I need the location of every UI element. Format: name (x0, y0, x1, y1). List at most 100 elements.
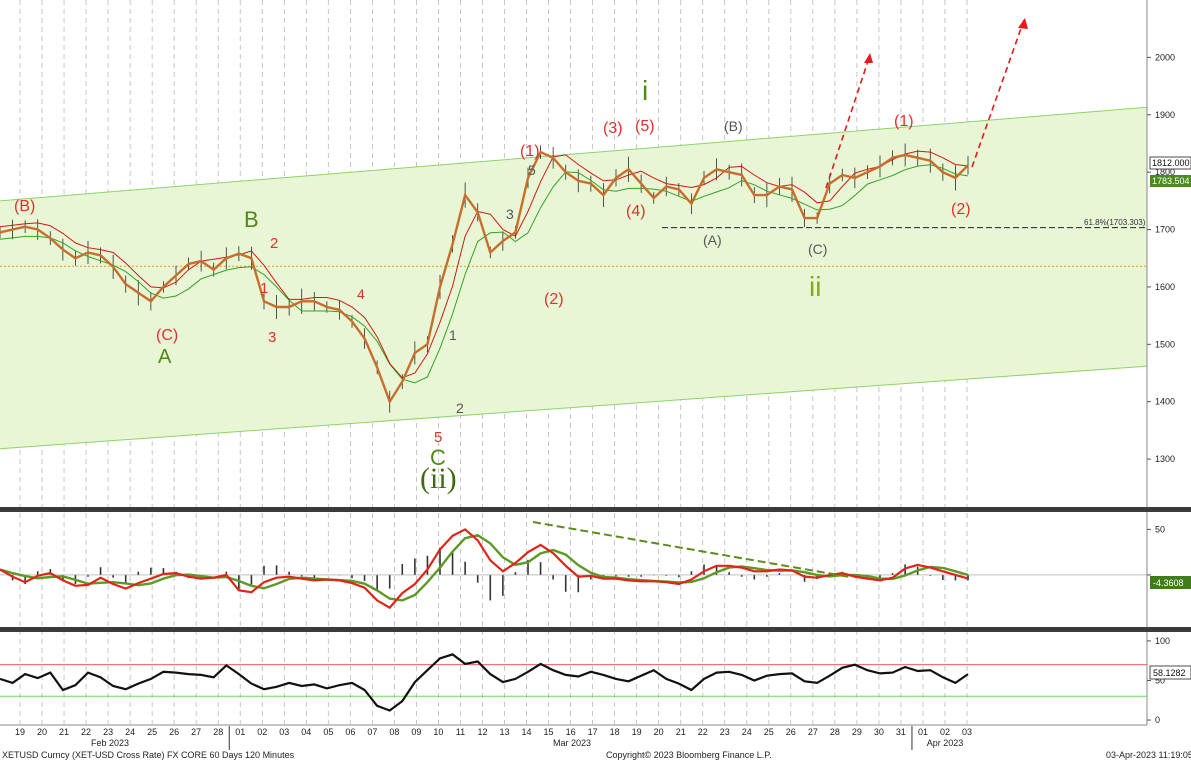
ma-value: 1783.504 (1152, 176, 1190, 186)
x-tick-label: 11 (456, 727, 465, 737)
x-tick-label: 14 (522, 727, 532, 737)
x-tick-label: 24 (125, 727, 135, 737)
y-tick-label: 1600 (1155, 282, 1175, 292)
x-tick-label: 18 (610, 727, 620, 737)
wave-label: (ii) (420, 462, 457, 495)
x-tick-label: 19 (15, 727, 25, 737)
x-tick-label: 30 (874, 727, 884, 737)
x-tick-label: 12 (477, 727, 487, 737)
x-tick-label: 04 (301, 727, 311, 737)
x-tick-label: 25 (147, 727, 157, 737)
x-tick-label: 24 (742, 727, 752, 737)
wave-label: (3) (603, 120, 623, 137)
arrowhead-1 (864, 53, 873, 63)
wave-label: 3 (506, 206, 514, 222)
y-tick-label: 1500 (1155, 339, 1175, 349)
projection-arrows (825, 19, 1025, 189)
wave-label: i (642, 75, 648, 106)
copyright-label: Copyright© 2023 Bloomberg Finance L.P. (606, 750, 772, 760)
price-y-axis: 1300 1400 1500 1600 1700 1800 1900 2000 (1147, 52, 1175, 464)
x-tick-label: 28 (213, 727, 223, 737)
x-tick-label: 23 (103, 727, 113, 737)
wave-label: (5) (635, 118, 655, 135)
x-tick-label: 22 (81, 727, 91, 737)
x-tick-label: 17 (588, 727, 598, 737)
wave-label: 1 (260, 280, 268, 297)
x-tick-label: 02 (257, 727, 267, 737)
x-tick-label: 01 (235, 727, 245, 737)
x-tick-label: 23 (720, 727, 730, 737)
wave-label: (C) (156, 327, 178, 344)
rsi-line (0, 653, 969, 712)
macd-line (0, 528, 969, 610)
projection-arrow-2 (971, 19, 1025, 168)
x-tick-label: 19 (632, 727, 642, 737)
x-tick-label: 03 (962, 727, 972, 737)
x-tick-label: 31 (896, 727, 906, 737)
x-tick-label: 27 (808, 727, 818, 737)
wave-label: 2 (270, 235, 278, 252)
x-tick-label: 09 (411, 727, 421, 737)
x-tick-label: 03 (279, 727, 289, 737)
trend-channel (0, 107, 1147, 449)
wave-label: 4 (357, 286, 365, 302)
macd-divergence-line (532, 521, 851, 578)
arrowhead-2 (1018, 18, 1028, 29)
x-month-label: Mar 2023 (553, 738, 591, 748)
x-tick-label: 07 (367, 727, 377, 737)
y-tick-label: 1700 (1155, 225, 1175, 235)
x-tick-label: 28 (830, 727, 840, 737)
y-tick-label: 100 (1155, 636, 1170, 646)
wave-label: 5 (434, 429, 442, 446)
macd-value-box-bg (1150, 576, 1191, 589)
y-tick-label: 2000 (1155, 52, 1175, 62)
x-tick-label: 08 (389, 727, 399, 737)
x-axis-months: Feb 2023 Mar 2023 Apr 2023 (91, 738, 963, 748)
wave-label: 1 (449, 327, 457, 343)
x-tick-label: 21 (676, 727, 686, 737)
x-tick-label: 26 (786, 727, 796, 737)
x-tick-label: 02 (940, 727, 950, 737)
ma-slow-line (0, 164, 969, 384)
ma-value-box-bg (1150, 175, 1191, 187)
rsi-y-axis: 100 50 0 (1147, 636, 1170, 725)
x-tick-label: 21 (59, 727, 69, 737)
wave-labels: (B) (C) 2 1 3 4 5 (1) (2) (3) (5) (4) (1… (14, 75, 971, 495)
x-tick-label: 13 (500, 727, 510, 737)
x-tick-label: 16 (566, 727, 576, 737)
rsi-value: 58.1282 (1153, 668, 1186, 678)
x-tick-label: 29 (852, 727, 862, 737)
y-tick-label: 1800 (1155, 167, 1175, 177)
x-tick-label: 26 (169, 727, 179, 737)
x-tick-label: 10 (433, 727, 443, 737)
x-tick-label: 06 (345, 727, 355, 737)
timestamp-label: 03-Apr-2023 11:19:05 (1106, 750, 1191, 760)
y-tick-label: 1900 (1155, 110, 1175, 120)
wave-label: A (158, 346, 172, 368)
y-tick-label: 0 (1155, 715, 1160, 725)
x-tick-label: 20 (654, 727, 664, 737)
wave-label: 3 (268, 329, 276, 346)
instrument-label: XETUSD Curncy (XET-USD Cross Rate) FX CO… (2, 750, 295, 760)
wave-label: (4) (626, 203, 646, 220)
price-series-line (0, 150, 969, 405)
channel-upper-line (0, 106, 1148, 202)
projection-arrow-1 (825, 54, 871, 189)
macd-signal-line (0, 533, 969, 602)
x-tick-label: 01 (918, 727, 928, 737)
y-tick-label: 50 (1155, 675, 1165, 685)
wave-label: B (244, 207, 259, 232)
wave-label: 5 (528, 162, 536, 178)
wave-label: (1) (894, 113, 914, 130)
wave-label: C (430, 445, 446, 470)
wave-label: (2) (544, 291, 564, 308)
x-tick-label: 05 (323, 727, 333, 737)
macd-value: -4.3608 (1153, 578, 1184, 588)
x-tick-label: 25 (764, 727, 774, 737)
y-tick-label: 1300 (1155, 454, 1175, 464)
last-price-value: 1812.000 (1152, 158, 1190, 168)
x-tick-label: 22 (698, 727, 708, 737)
x-month-label: Apr 2023 (927, 738, 964, 748)
wave-label: (B) (14, 198, 35, 215)
